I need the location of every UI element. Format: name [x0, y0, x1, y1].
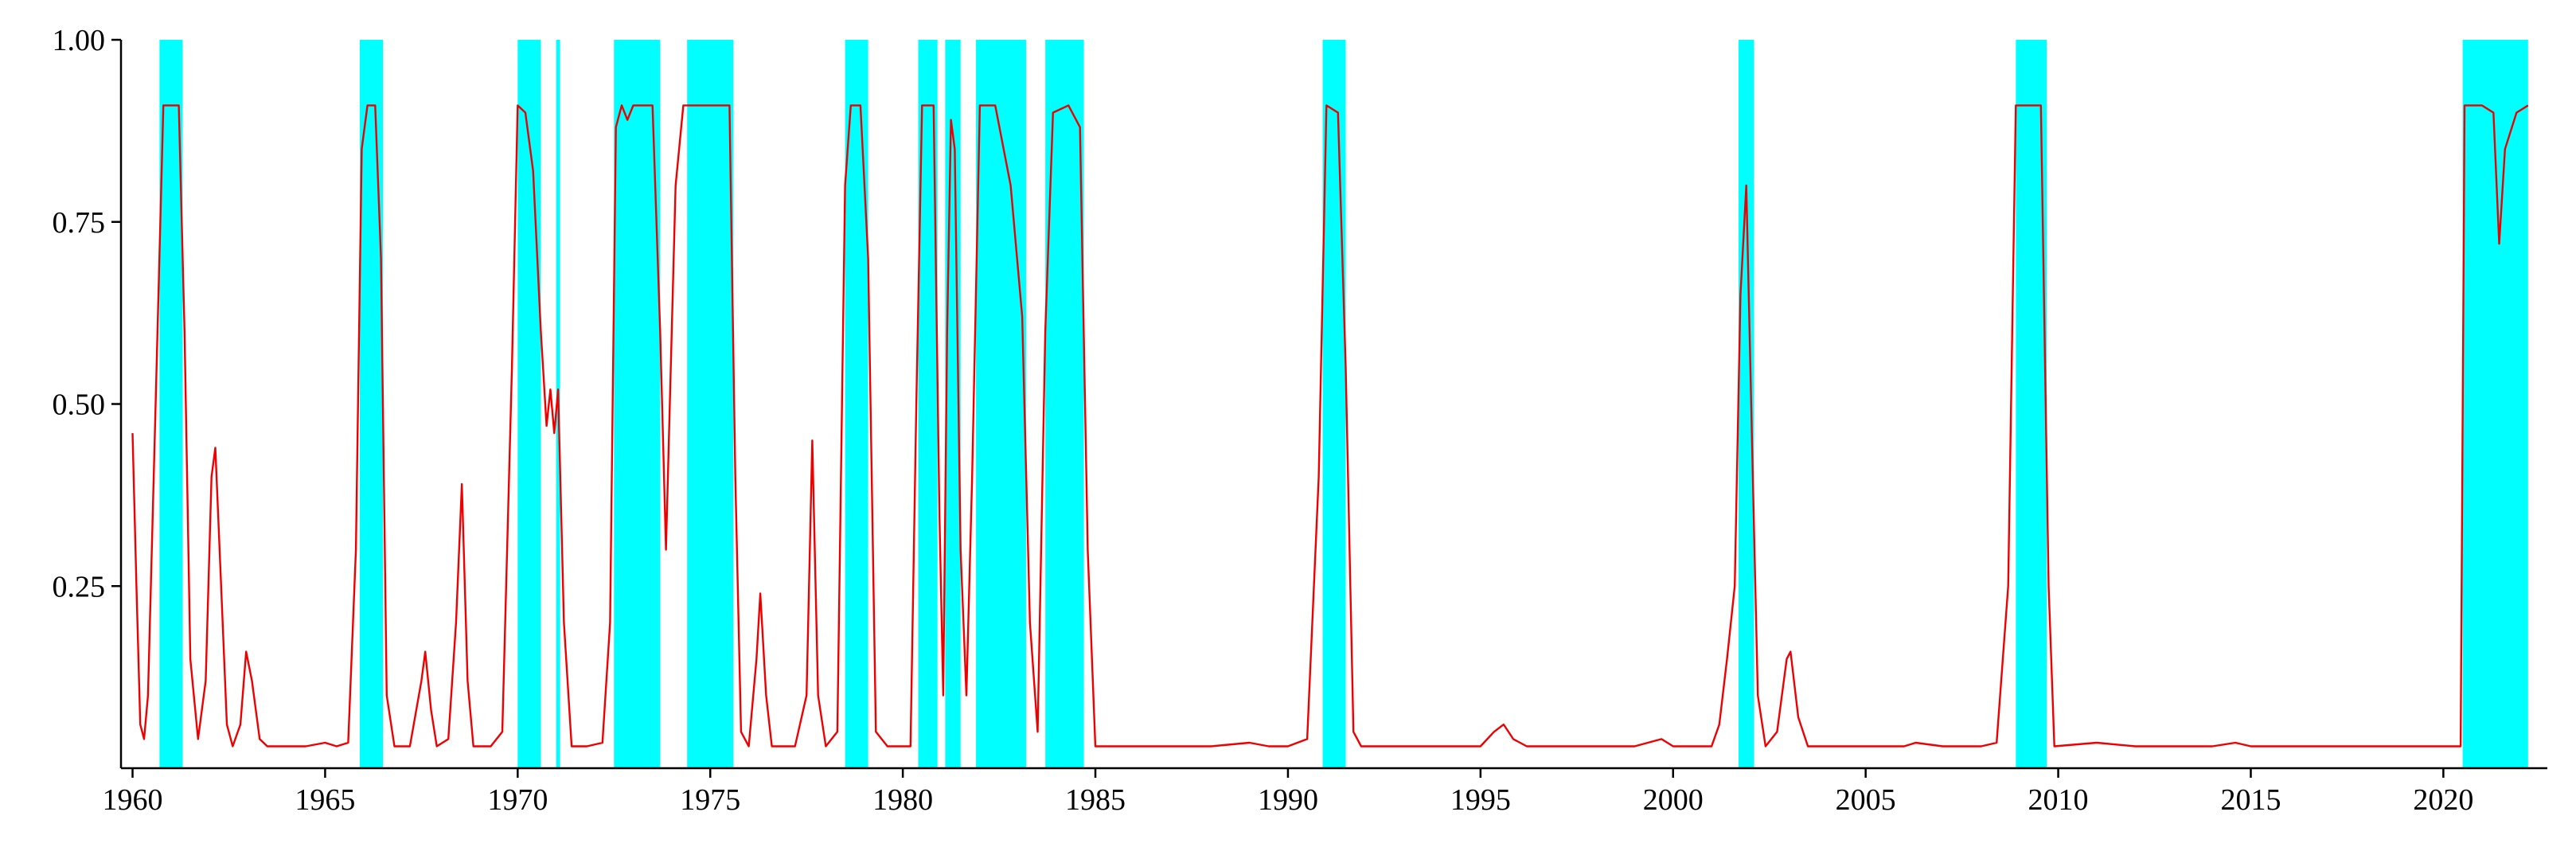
- y-tick-label: 1.00: [53, 24, 106, 57]
- recession-shade-12: [1739, 40, 1754, 768]
- x-tick-label: 1980: [872, 783, 933, 817]
- recession-shade-2: [517, 40, 541, 768]
- x-tick-label: 2010: [2028, 783, 2089, 817]
- ticks-layer: 1960 1965 1970 1975 1980 1985 1990 1995 2000 2005…: [53, 24, 2474, 817]
- recession-shade-11: [1322, 40, 1346, 768]
- x-tick-label: 2020: [2413, 783, 2473, 817]
- x-tick-label: 2005: [1836, 783, 1896, 817]
- x-tick-label: 1965: [295, 783, 355, 817]
- x-tick-label: 1960: [103, 783, 163, 817]
- recession-shading-layer: [159, 40, 2528, 768]
- recession-shade-9: [976, 40, 1026, 768]
- x-tick-label: 2000: [1643, 783, 1704, 817]
- x-tick-label: 1995: [1450, 783, 1511, 817]
- x-tick-label: 1985: [1065, 783, 1126, 817]
- recession-shade-4: [614, 40, 661, 768]
- x-tick-label: 1970: [487, 783, 548, 817]
- y-tick-label: 0.50: [53, 388, 106, 422]
- x-tick-label: 2015: [2220, 783, 2281, 817]
- recession-shade-6: [845, 40, 868, 768]
- x-tick-label: 1975: [680, 783, 740, 817]
- x-tick-label: 1990: [1258, 783, 1318, 817]
- y-tick-label: 0.75: [53, 206, 106, 240]
- recession-shade-5: [687, 40, 734, 768]
- recession-shade-1: [359, 40, 383, 768]
- series-line-0: [131, 104, 2529, 747]
- y-tick-label: 0.25: [53, 570, 106, 603]
- series-layer: [131, 104, 2529, 747]
- recession-shade-0: [159, 40, 183, 768]
